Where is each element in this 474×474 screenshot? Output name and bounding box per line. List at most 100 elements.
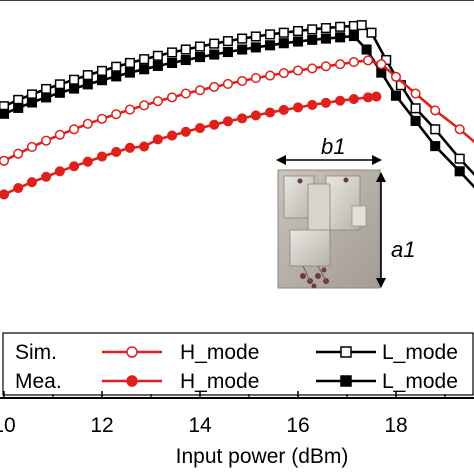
- data-point: [237, 113, 248, 124]
- data-point: [237, 44, 248, 55]
- data-point: [292, 36, 304, 47]
- data-point: [69, 124, 80, 135]
- data-point: [292, 25, 304, 37]
- photo-ground: [289, 229, 331, 267]
- data-point: [194, 41, 206, 52]
- data-point: [335, 21, 346, 32]
- data-point: [0, 108, 10, 119]
- data-point: [307, 24, 318, 35]
- legend-swatch-marker: [340, 346, 352, 358]
- dimension-label-b1: b1: [321, 134, 345, 159]
- data-point: [41, 83, 52, 95]
- data-point: [410, 103, 421, 114]
- photo-connectors: [297, 177, 349, 289]
- data-point: [69, 161, 80, 172]
- data-point: [111, 109, 122, 120]
- data-point: [430, 124, 441, 135]
- data-point: [222, 78, 233, 89]
- data-point: [376, 67, 387, 78]
- data-point: [54, 129, 65, 140]
- data-point: [82, 156, 93, 167]
- series-0-sim-l-mode: [0, 20, 474, 176]
- data-point: [167, 47, 178, 58]
- data-point: [320, 97, 331, 108]
- data-point: [69, 74, 80, 85]
- data-point: [335, 95, 346, 106]
- legend-entry: H_mode: [102, 370, 259, 393]
- data-point: [320, 61, 331, 72]
- data-point: [124, 104, 135, 115]
- data-point: [194, 52, 206, 63]
- data-point: [194, 122, 206, 134]
- data-point: [307, 34, 318, 45]
- dimension-label-a1: a1: [391, 237, 415, 262]
- data-point: [410, 88, 421, 99]
- data-point: [307, 99, 318, 110]
- data-point: [320, 33, 331, 44]
- data-point: [26, 177, 37, 188]
- data-point: [348, 31, 359, 42]
- data-point: [152, 50, 163, 61]
- legend-row-label: Sim.: [15, 341, 57, 364]
- data-point: [237, 33, 248, 44]
- data-point: [124, 67, 135, 78]
- data-point: [111, 61, 122, 72]
- data-point: [180, 126, 191, 137]
- data-point: [139, 54, 150, 65]
- data-point: [167, 57, 178, 68]
- series-1-mea-l-mode: [0, 31, 474, 189]
- legend-box: [2, 332, 474, 396]
- data-point: [250, 110, 261, 121]
- data-point: [390, 71, 402, 82]
- data-point: [222, 36, 233, 47]
- data-point: [361, 44, 372, 55]
- data-point: [366, 27, 377, 38]
- data-point: [209, 49, 220, 60]
- legend-row-label: Mea.: [15, 370, 62, 393]
- data-point: [152, 60, 163, 71]
- data-point: [180, 54, 191, 66]
- data-point: [265, 107, 276, 118]
- data-point: [180, 44, 191, 55]
- data-point: [250, 31, 261, 42]
- data-point: [278, 38, 289, 49]
- dimension-a1: [376, 172, 386, 288]
- data-point: [152, 96, 163, 107]
- data-point: [124, 142, 135, 153]
- photo-feed-line: [307, 183, 331, 235]
- data-point: [307, 63, 318, 74]
- legend-swatch-marker: [126, 375, 138, 387]
- series-2-sim-h-mode: [0, 55, 474, 166]
- data-point: [41, 92, 52, 103]
- data-point: [139, 64, 150, 75]
- inset-photo: [277, 169, 381, 289]
- data-point: [41, 135, 52, 146]
- data-point: [13, 148, 24, 159]
- data-point: [82, 70, 93, 81]
- data-point: [111, 146, 122, 158]
- legend-swatch-marker: [340, 375, 352, 387]
- data-point: [363, 55, 374, 66]
- data-point: [265, 40, 276, 51]
- data-point: [54, 87, 65, 98]
- legend-swatch-marker: [126, 346, 138, 358]
- dimension-b1: [276, 155, 382, 165]
- data-point: [0, 189, 10, 200]
- data-point: [111, 71, 122, 82]
- series-line: [3, 95, 377, 196]
- data-point: [222, 46, 233, 58]
- legend-label: L_mode: [382, 370, 458, 393]
- data-point: [139, 141, 150, 152]
- data-point: [209, 81, 220, 92]
- data-point: [13, 183, 24, 194]
- data-point: [356, 20, 367, 31]
- data-point: [250, 42, 261, 53]
- data-point: [348, 57, 359, 68]
- series-line: [3, 23, 474, 176]
- data-point: [26, 141, 37, 152]
- data-point: [376, 59, 387, 70]
- legend-label: H_mode: [180, 341, 259, 364]
- data-point: [454, 124, 465, 135]
- x-tick-label: 16: [286, 414, 309, 437]
